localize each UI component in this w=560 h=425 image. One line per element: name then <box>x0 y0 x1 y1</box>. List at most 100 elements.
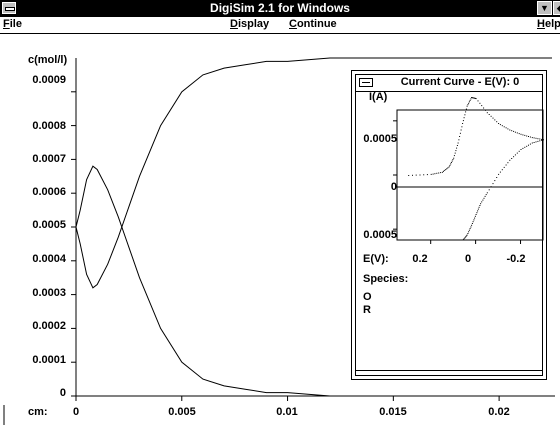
conc-series-O <box>75 57 552 289</box>
child-system-menu-icon[interactable] <box>359 78 373 87</box>
current-point-forward <box>488 114 490 115</box>
current-point-forward <box>535 137 537 139</box>
current-curve-window[interactable]: Current Curve - E(V): 0 <box>351 70 547 380</box>
current-curve-titlebar[interactable]: Current Curve - E(V): 0 <box>356 75 542 92</box>
current-point-reverse <box>498 173 500 175</box>
current-point-forward <box>518 133 520 135</box>
current-x-tick: 0 <box>464 253 472 265</box>
current-point-reverse <box>484 195 486 197</box>
menu-bar: File Display Continue Help <box>0 17 560 34</box>
restore-button[interactable]: ◆ <box>553 1 560 15</box>
system-menu-icon[interactable] <box>2 2 16 14</box>
conc-y-tick: 0.0003 <box>32 287 66 299</box>
conc-y-tick: 0.0001 <box>32 354 66 366</box>
current-point-forward <box>426 174 428 176</box>
current-point-forward <box>447 167 449 169</box>
current-point-forward <box>460 129 462 131</box>
current-point-reverse <box>520 149 522 150</box>
current-point-forward <box>456 147 458 149</box>
menu-file[interactable]: File <box>3 18 22 30</box>
current-point-forward <box>434 173 436 175</box>
conc-y-tick: 0.0008 <box>32 120 66 132</box>
current-point-reverse <box>473 219 475 221</box>
current-point-reverse <box>524 146 526 148</box>
current-point-reverse <box>470 226 472 228</box>
conc-x-tick: 0.015 <box>379 406 407 418</box>
conc-y-tick: 0 <box>59 387 66 399</box>
current-point-forward <box>443 170 444 172</box>
current-point-reverse <box>485 194 487 196</box>
current-point-reverse <box>479 205 481 206</box>
conc-y-tick: 0.0006 <box>32 186 66 198</box>
current-point-forward <box>464 114 466 116</box>
current-curve-title: Current Curve - E(V): 0 <box>400 76 520 88</box>
current-point-reverse <box>482 199 484 201</box>
conc-x-tick: 0.005 <box>168 406 196 418</box>
current-point-forward <box>463 117 465 119</box>
current-point-forward <box>459 132 461 134</box>
current-point-forward <box>503 126 505 128</box>
current-point-reverse <box>499 171 501 173</box>
current-point-forward <box>430 173 432 175</box>
title-bar: DigiSim 2.1 for Windows ▼ ◆ <box>0 0 560 17</box>
menu-continue[interactable]: Continue <box>289 18 337 30</box>
conc-x-tick: 0.01 <box>276 406 298 418</box>
current-y-tick: 0 <box>390 181 397 193</box>
current-point-reverse <box>477 208 479 210</box>
current-point-forward <box>452 159 454 161</box>
current-point-reverse <box>471 224 473 226</box>
current-point-forward <box>468 102 470 104</box>
current-point-forward <box>537 138 539 140</box>
current-point-reverse <box>543 139 544 141</box>
current-y-tick: 0.0005 <box>363 229 397 241</box>
current-point-forward <box>473 97 475 99</box>
current-point-reverse <box>490 186 492 188</box>
current-point-reverse <box>462 239 464 241</box>
conc-y-tick: 0.0009 <box>32 74 66 86</box>
current-point-forward <box>522 134 524 136</box>
current-point-forward <box>469 99 471 101</box>
current-point-reverse <box>466 234 468 236</box>
current-point-forward <box>466 105 468 107</box>
conc-y-tick: 0.0002 <box>32 320 66 332</box>
conc-y-title: c(mol/l) <box>28 54 68 66</box>
current-point-reverse <box>513 156 515 158</box>
current-point-reverse <box>529 143 531 145</box>
current-point-forward <box>451 160 453 162</box>
conc-x-tick: 0.02 <box>488 406 510 418</box>
menu-display[interactable]: Display <box>230 18 270 30</box>
current-point-reverse <box>535 141 537 143</box>
current-point-reverse <box>492 183 494 185</box>
current-point-forward <box>499 124 501 126</box>
current-point-forward <box>475 98 477 100</box>
conc-series-R <box>75 165 552 397</box>
current-point-forward <box>477 100 479 102</box>
current-point-forward <box>462 123 464 124</box>
current-plot-frame <box>396 109 544 241</box>
menu-help[interactable]: Help <box>537 18 560 30</box>
current-point-forward <box>509 129 511 131</box>
current-point-reverse <box>483 197 485 199</box>
conc-y-tick: 0.0005 <box>32 219 66 231</box>
current-point-forward <box>511 130 513 132</box>
current-point-reverse <box>533 142 535 143</box>
current-point-forward <box>465 108 467 110</box>
current-point-reverse <box>514 154 516 156</box>
minimize-button[interactable]: ▼ <box>537 1 552 15</box>
current-x-tick: -0.2 <box>506 253 526 265</box>
current-point-forward <box>481 105 483 107</box>
species-title: Species: <box>363 273 409 285</box>
current-point-forward <box>440 172 442 174</box>
current-point-forward <box>457 142 459 144</box>
current-y-title: I(A) <box>369 91 388 103</box>
current-point-reverse <box>528 144 529 146</box>
current-point-forward <box>524 134 526 136</box>
current-point-forward <box>444 169 446 171</box>
current-point-reverse <box>531 142 533 144</box>
current-curve-bottom-border <box>356 370 542 375</box>
current-point-forward <box>441 171 443 173</box>
current-point-forward <box>471 97 473 99</box>
current-point-forward <box>486 112 488 114</box>
current-point-forward <box>459 136 461 137</box>
